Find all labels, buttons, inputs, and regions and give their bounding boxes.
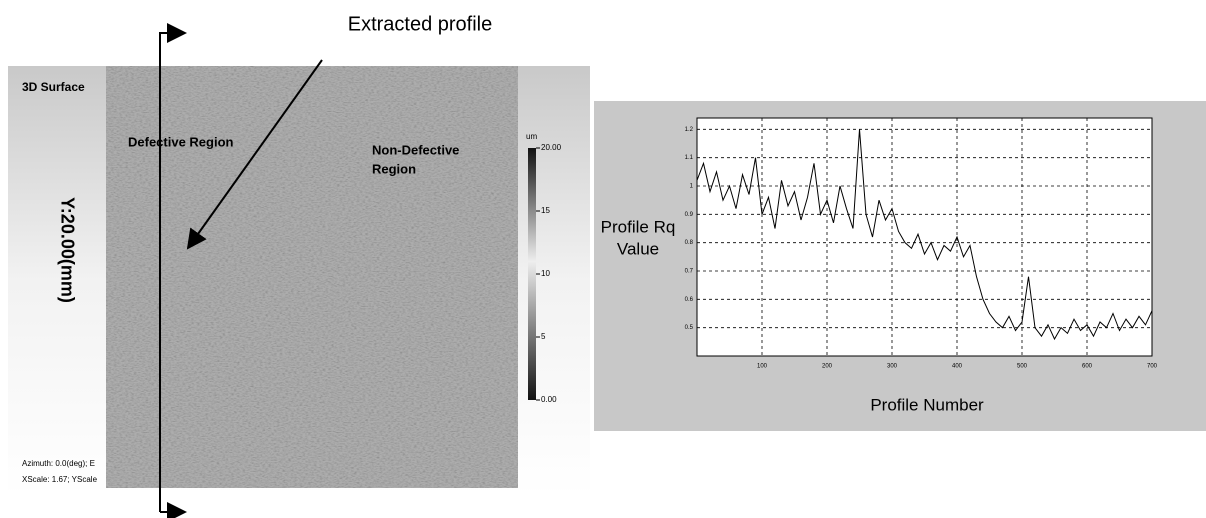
colorbar-tick-label: 10 xyxy=(541,269,550,278)
annotation-arrow xyxy=(186,59,323,250)
x-tick-label: 100 xyxy=(757,364,768,370)
data-line xyxy=(696,129,1153,341)
colorbar xyxy=(528,148,536,400)
y-tick-label: 1.2 xyxy=(685,127,694,133)
y-tick-label: 0.7 xyxy=(685,269,694,275)
colorbar-tick-label: 0.00 xyxy=(541,395,557,404)
x-tick-label: 500 xyxy=(1017,364,1028,370)
colorbar-tick-label: 5 xyxy=(541,332,546,341)
region-label: Region xyxy=(372,161,416,176)
y-tick-label: 0.8 xyxy=(685,240,694,246)
region-label: Defective Region xyxy=(128,134,234,149)
y-tick-label: 0.9 xyxy=(685,212,694,218)
colorbar-unit: um xyxy=(526,132,537,141)
footer-text: Azimuth: 0.0(deg); E xyxy=(22,459,95,468)
y-axis-label: Y:20.00(mm) xyxy=(57,197,77,303)
x-tick-label: 600 xyxy=(1082,364,1093,370)
annotation: Extracted profile xyxy=(348,13,493,35)
y-axis-label: Profile Rq xyxy=(601,217,676,236)
y-tick-label: 0.6 xyxy=(685,297,694,303)
x-tick-label: 400 xyxy=(952,364,963,370)
colorbar-tick-label: 20.00 xyxy=(541,143,562,152)
profile-line xyxy=(159,23,187,512)
x-tick-label: 300 xyxy=(887,364,898,370)
x-tick-label: 200 xyxy=(822,364,833,370)
y-tick-label: 1.1 xyxy=(685,155,694,161)
plot-area xyxy=(696,117,1153,357)
footer-text: XScale: 1.67; YScale xyxy=(22,475,98,484)
y-axis-label: Value xyxy=(617,239,659,258)
y-tick-label: 0.5 xyxy=(685,325,694,331)
x-tick-label: 700 xyxy=(1147,364,1158,370)
surface-texture xyxy=(106,66,518,488)
colorbar-tick-label: 15 xyxy=(541,206,550,215)
x-axis-label: Profile Number xyxy=(870,395,984,414)
region-label: Non-Defective xyxy=(372,142,459,157)
panel-title: 3D Surface xyxy=(22,80,85,94)
y-tick-label: 1 xyxy=(690,184,694,190)
